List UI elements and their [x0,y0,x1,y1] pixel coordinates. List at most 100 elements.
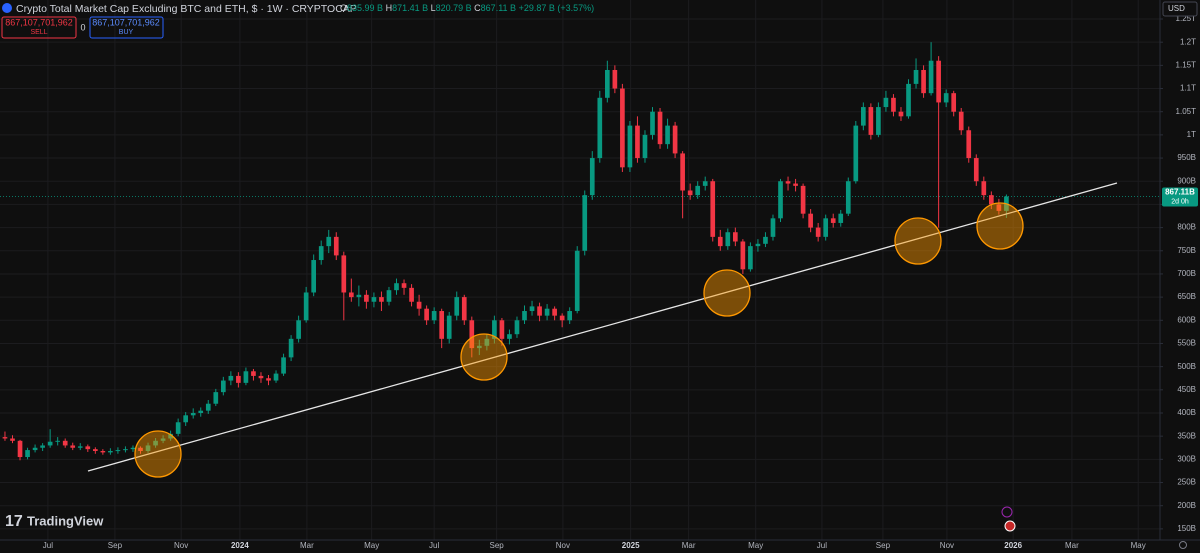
candle-body [529,306,535,312]
candle-body [582,195,588,251]
x-tick-label: May [1131,541,1146,550]
buy-price: 867,107,701,962 [92,17,160,27]
x-tick-label: Sep [108,541,123,550]
candle-body [695,185,701,196]
candle-body [906,83,911,117]
y-tick-label: 1.2T [1180,37,1196,46]
candle-body [273,373,279,381]
candle-body [589,158,595,196]
candle-body [755,243,761,247]
candle-body [333,236,339,256]
ohlc-key: C [474,3,481,13]
candle-body [341,255,347,293]
candle-body [70,445,76,448]
candle-body [936,60,941,103]
candle-body [17,440,23,458]
candle-body [574,250,580,312]
candle-body [627,125,633,168]
candle-body [476,345,482,349]
event-icon[interactable] [1004,520,1016,532]
ohlc-key: O [340,3,347,13]
candle-body [183,415,189,423]
circle [134,430,182,478]
buy-label: BUY [119,29,134,36]
candle-body [567,311,573,321]
candle-body [2,437,8,439]
y-tick-label: 500B [1177,362,1196,371]
candle-body [973,158,979,182]
candle-body [958,111,964,131]
y-tick-label: 400B [1177,408,1196,417]
candle-body [55,440,61,442]
ohlc-value: 820.79 B [436,3,472,13]
candle-body [876,107,881,135]
candle-body [153,440,158,446]
candle-body [635,125,640,159]
candle-body [499,320,505,339]
candle-body [47,441,53,446]
candle-body [597,97,603,159]
candle-body [123,449,128,451]
y-tick-label: 700B [1177,269,1196,278]
candle-body [175,422,181,434]
currency: USD [1168,4,1185,13]
candle-body [394,283,399,291]
x-tick-label: 2026 [1004,541,1022,550]
x-tick-label: Nov [174,541,188,550]
sell-price: 867,107,701,962 [5,17,73,27]
candle-body [243,371,249,383]
candle-body [981,181,987,196]
candle-body [989,195,994,205]
y-tick-label: 200B [1177,501,1196,510]
candle-body [853,125,859,182]
candle-body [823,218,829,237]
candle-body [642,134,648,159]
ohlc-key: L [431,3,436,13]
ohlc-legend: O835.99 B H871.41 B L820.79 B C867.11 B … [340,3,594,13]
candle-body [552,308,557,316]
circle [894,217,942,265]
candle-body [356,294,362,298]
candle-body [725,232,731,247]
y-tick-label: 550B [1177,339,1196,348]
ohlc-change: +29.87 B (+3.57%) [519,3,595,13]
y-tick-label: 1.25T [1176,14,1197,23]
sell-button[interactable] [1,16,77,39]
candle-body [326,236,332,247]
y-axis: 1.25T1.2T1.15T1.1T1.05T1T950B900B850B800… [1160,14,1198,533]
event-icon[interactable] [1001,506,1013,518]
candle-body [815,227,821,237]
candle-body [966,130,972,159]
candle-body [198,410,204,413]
candle-body [409,287,414,302]
candle-body [507,334,512,339]
candle-body [160,438,166,441]
settings-icon[interactable] [1179,541,1187,549]
currency-button[interactable] [1162,1,1198,17]
x-tick-label: 2024 [231,541,249,550]
highlight-circles [134,202,1024,478]
candle-body [868,107,874,135]
candle-body [228,375,234,381]
candles [2,42,1009,461]
candle-body [92,449,98,452]
chart-title: Crypto Total Market Cap Excluding BTC an… [16,3,357,15]
y-tick-label: 600B [1177,315,1196,324]
candle-body [740,241,746,270]
x-tick-label: Mar [300,541,314,550]
candle-body [236,375,241,383]
candle-body [657,111,663,145]
candle-body [318,246,324,261]
buy-button[interactable] [89,16,164,39]
y-tick-label: 1.05T [1176,107,1197,116]
x-tick-label: May [748,541,763,550]
x-tick-label: Sep [876,541,891,550]
candle-body [10,438,15,441]
candle-body [620,88,625,168]
last-price-label: 867.11B [1165,188,1195,197]
candle-body [416,301,422,309]
candle-body [943,93,949,103]
candle-body [25,450,30,458]
x-tick-label: Jul [43,541,53,550]
